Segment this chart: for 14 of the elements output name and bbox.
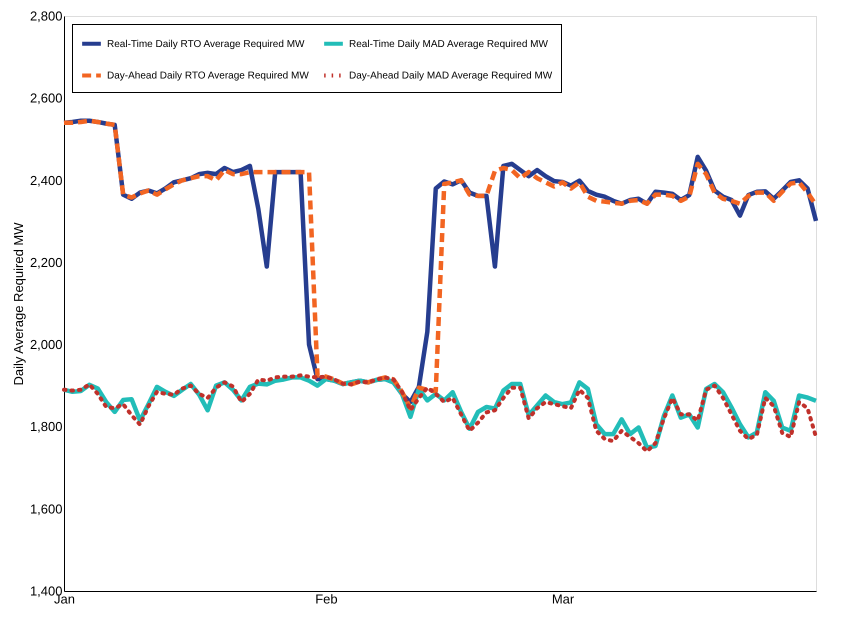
y-tick-label: 2,000 xyxy=(30,337,62,352)
y-tick-label: 2,200 xyxy=(30,254,62,270)
legend-label: Real-Time Daily MAD Average Required MW xyxy=(349,38,549,50)
legend-label: Day-Ahead Daily MAD Average Required MW xyxy=(349,70,553,82)
y-tick-label: 1,800 xyxy=(30,419,62,434)
y-axis-title: Daily Average Required MW xyxy=(10,222,26,386)
x-tick-label: Mar xyxy=(552,592,575,606)
y-tick-label: 2,800 xyxy=(30,8,62,24)
y-tick-label: 2,400 xyxy=(30,172,62,188)
y-tick-label: 2,600 xyxy=(30,90,62,106)
legend-label: Real-Time Daily RTO Average Required MW xyxy=(107,38,306,50)
x-tick-label: Feb xyxy=(315,592,338,606)
y-tick-label: 1,600 xyxy=(30,501,62,516)
legend-label: Day-Ahead Daily RTO Average Required MW xyxy=(107,70,310,82)
